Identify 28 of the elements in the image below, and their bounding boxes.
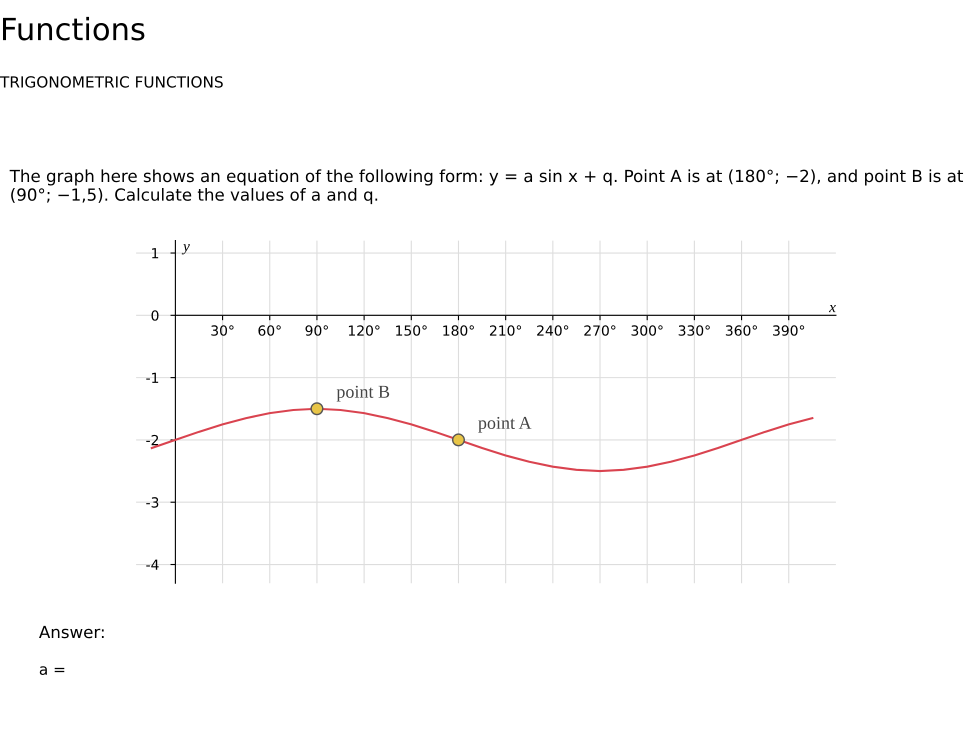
y-tick-label: -3 <box>146 497 158 508</box>
y-tick-label: -1 <box>146 372 158 383</box>
annotation: point A <box>478 416 532 433</box>
x-tick-label: 210° <box>490 325 522 336</box>
x-tick-label: 90° <box>306 325 328 336</box>
y-tick-label: 1 <box>152 248 158 258</box>
x-tick-label: 240° <box>537 325 568 336</box>
y-tick-label: -2 <box>146 434 158 446</box>
x-tick-label: 360° <box>726 325 757 336</box>
y-tick-label: -4 <box>146 560 159 570</box>
x-tick-label: 330° <box>678 325 710 336</box>
x-tick-label: 180° <box>443 325 474 336</box>
text: Answer: <box>39 626 104 638</box>
annotation: point B <box>336 386 390 402</box>
x-tick-label: 60° <box>258 325 281 336</box>
x-tick-label: 30° <box>211 325 234 336</box>
text: The graph here shows an equation of the following form: y = a sin x + q. Point A is at (180°; −2), and point B is at (90°; −1,5). Calculate the values of a and q. <box>10 169 964 204</box>
x-tick-label: 150° <box>396 325 427 336</box>
x-tick-label: 120° <box>348 325 380 336</box>
y-axis-title: y <box>182 244 190 254</box>
x-axis-title: x <box>828 305 836 312</box>
y-tick-label: 0 <box>152 310 158 321</box>
x-tick-label: 300° <box>632 325 663 336</box>
x-tick-label: 390° <box>773 325 804 336</box>
chart-subtitle: TRIGONOMETRIC FUNCTIONS <box>0 76 223 88</box>
text: a = <box>40 666 64 676</box>
x-tick-label: 270° <box>584 325 616 336</box>
chart-title: Functions <box>3 16 144 41</box>
